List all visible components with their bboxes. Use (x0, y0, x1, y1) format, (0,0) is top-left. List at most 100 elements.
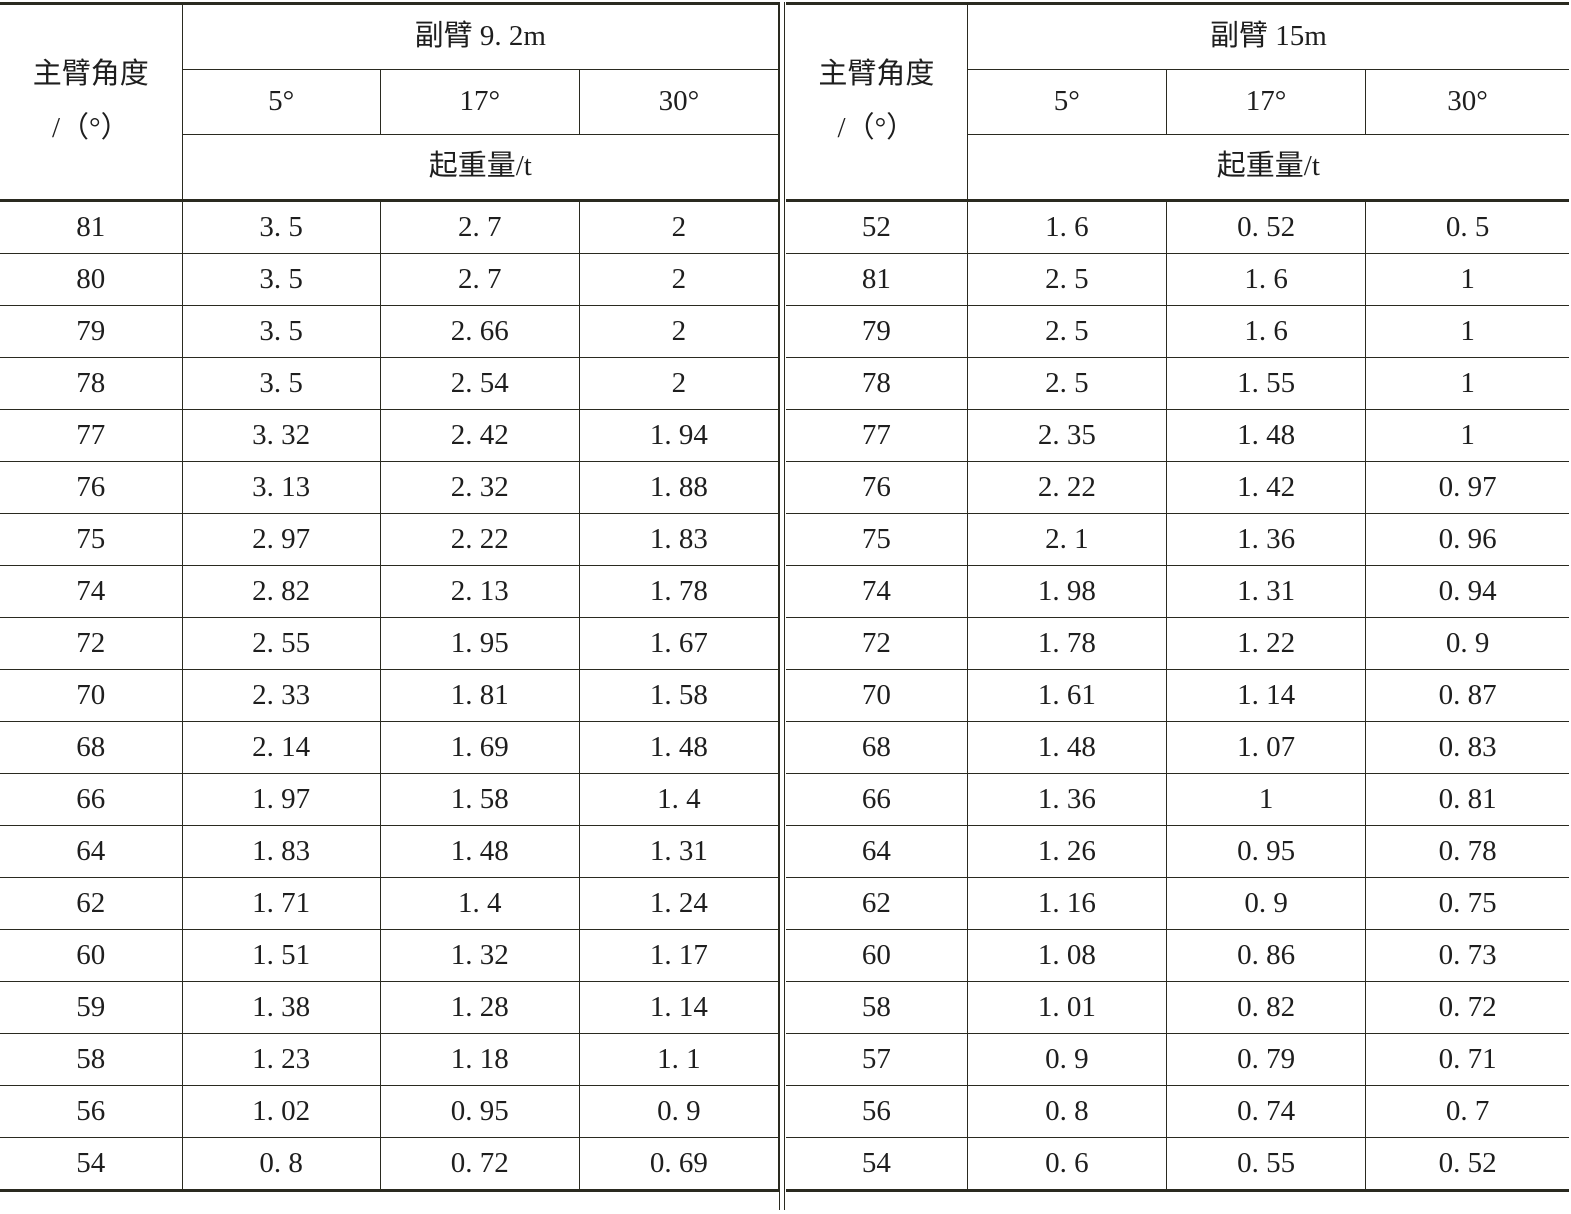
capacity-cell: 3. 32 (181, 409, 381, 462)
capacity-cell: 0. 71 (1365, 1033, 1569, 1086)
capacity-cell: 2. 1 (966, 513, 1167, 566)
capacity-cell: 0. 94 (1365, 565, 1569, 618)
boom-angle-cell: 78 (786, 357, 968, 410)
capacity-cell: 1. 14 (1165, 669, 1367, 722)
capacity-cell: 1. 6 (1165, 305, 1367, 358)
table-row: 75 2. 1 1. 36 0. 96 (786, 513, 1569, 566)
capacity-cell: 2. 14 (181, 721, 381, 774)
capacity-cell: 0. 96 (1365, 513, 1569, 566)
table-row: 75 2. 97 2. 22 1. 83 (0, 513, 780, 566)
capacity-cell: 1. 58 (379, 773, 580, 826)
table-row: 64 1. 26 0. 95 0. 78 (786, 825, 1569, 878)
capacity-cell: 0. 82 (1165, 981, 1367, 1034)
boom-angle-cell: 66 (786, 773, 968, 826)
boom-angle-cell: 77 (786, 409, 968, 462)
capacity-cell: 1. 26 (966, 825, 1167, 878)
boom-angle-cell: 76 (786, 461, 968, 514)
capacity-cell: 0. 86 (1165, 929, 1367, 982)
capacity-cell: 0. 97 (1365, 461, 1569, 514)
capacity-cell: 2. 22 (966, 461, 1167, 514)
offset-angle-header: 30° (1365, 69, 1569, 135)
capacity-cell: 1. 48 (1165, 409, 1367, 462)
capacity-cell: 1. 07 (1165, 721, 1367, 774)
capacity-cell: 1 (1365, 357, 1569, 410)
table-row: 60 1. 51 1. 32 1. 17 (0, 929, 780, 982)
capacity-cell: 1. 6 (966, 200, 1167, 254)
boom-angle-cell: 74 (786, 565, 968, 618)
capacity-cell: 2. 5 (966, 253, 1167, 306)
capacity-cell: 0. 5 (1365, 200, 1569, 254)
capacity-cell: 1 (1165, 773, 1367, 826)
offset-angle-header: 5° (967, 69, 1167, 135)
capacity-cell: 0. 81 (1365, 773, 1569, 826)
capacity-cell: 1. 16 (966, 877, 1167, 930)
boom-angle-cell: 58 (786, 981, 968, 1034)
header-row: 主臂角度 /（°） 副臂 9. 2m (0, 3, 780, 202)
capacity-cell: 1. 48 (966, 721, 1167, 774)
capacity-cell: 2. 82 (181, 565, 381, 618)
capacity-cell: 1. 97 (181, 773, 381, 826)
header-row: 主臂角度 /（°） 副臂 15m (786, 3, 1569, 202)
capacity-cell: 1. 36 (1165, 513, 1367, 566)
table-row: 58 1. 01 0. 82 0. 72 (786, 981, 1569, 1034)
boom-angle-cell: 56 (0, 1085, 183, 1138)
table-row: 77 3. 32 2. 42 1. 94 (0, 409, 780, 462)
boom-angle-cell: 56 (786, 1085, 968, 1138)
capacity-cell: 1. 83 (578, 513, 780, 566)
table-row: 78 3. 5 2. 54 2 (0, 357, 780, 410)
capacity-cell: 1. 95 (379, 617, 580, 670)
boom-angle-cell: 52 (786, 200, 968, 254)
boom-angle-cell: 59 (0, 981, 183, 1034)
table-separator (779, 2, 785, 1210)
boom-angle-cell: 60 (786, 929, 968, 982)
capacity-cell: 1. 48 (578, 721, 780, 774)
capacity-cell: 2 (578, 357, 780, 410)
boom-angle-cell: 62 (786, 877, 968, 930)
table-row: 62 1. 71 1. 4 1. 24 (0, 877, 780, 930)
capacity-cell: 1. 38 (181, 981, 381, 1034)
table-row: 77 2. 35 1. 48 1 (786, 409, 1569, 462)
table-row: 66 1. 36 1 0. 81 (786, 773, 1569, 826)
capacity-cell: 1. 01 (966, 981, 1167, 1034)
capacity-cell: 1. 14 (578, 981, 780, 1034)
capacity-cell: 1. 67 (578, 617, 780, 670)
table-row: 74 2. 82 2. 13 1. 78 (0, 565, 780, 618)
capacity-cell: 0. 9 (1165, 877, 1367, 930)
table-row: 58 1. 23 1. 18 1. 1 (0, 1033, 780, 1086)
capacity-cell: 1. 32 (379, 929, 580, 982)
boom-angle-cell: 79 (786, 305, 968, 358)
capacity-cell: 1. 28 (379, 981, 580, 1034)
capacity-cell: 2. 22 (379, 513, 580, 566)
capacity-cell: 2 (578, 200, 780, 254)
boom-angle-cell: 70 (786, 669, 968, 722)
jib-group-header: 副臂 9. 2m (181, 3, 780, 70)
boom-angle-cell: 70 (0, 669, 183, 722)
table-row: 64 1. 83 1. 48 1. 31 (0, 825, 780, 878)
table-row: 62 1. 16 0. 9 0. 75 (786, 877, 1569, 930)
unit-header: 起重量/t (182, 134, 780, 202)
table-row: 59 1. 38 1. 28 1. 14 (0, 981, 780, 1034)
table-row: 72 2. 55 1. 95 1. 67 (0, 617, 780, 670)
capacity-cell: 1. 17 (578, 929, 780, 982)
boom-angle-cell: 75 (786, 513, 968, 566)
table-row: 70 1. 61 1. 14 0. 87 (786, 669, 1569, 722)
capacity-cell: 0. 9 (1365, 617, 1569, 670)
capacity-cell: 0. 87 (1365, 669, 1569, 722)
capacity-cell: 3. 13 (181, 461, 381, 514)
capacity-cell: 2. 32 (379, 461, 580, 514)
unit-header: 起重量/t (967, 134, 1569, 202)
capacity-cell: 0. 72 (1365, 981, 1569, 1034)
capacity-cell: 1 (1365, 253, 1569, 306)
boom-angle-cell: 62 (0, 877, 183, 930)
table-row: 52 1. 6 0. 52 0. 5 (786, 200, 1569, 254)
table-row: 76 2. 22 1. 42 0. 97 (786, 461, 1569, 514)
capacity-cell: 1 (1365, 305, 1569, 358)
capacity-cell: 1. 58 (578, 669, 780, 722)
capacity-cell: 2. 5 (966, 305, 1167, 358)
capacity-cell: 1. 4 (379, 877, 580, 930)
offset-angle-header: 30° (578, 69, 780, 135)
capacity-cell: 1. 69 (379, 721, 580, 774)
capacity-cell: 1. 98 (966, 565, 1167, 618)
boom-angle-cell: 68 (0, 721, 183, 774)
